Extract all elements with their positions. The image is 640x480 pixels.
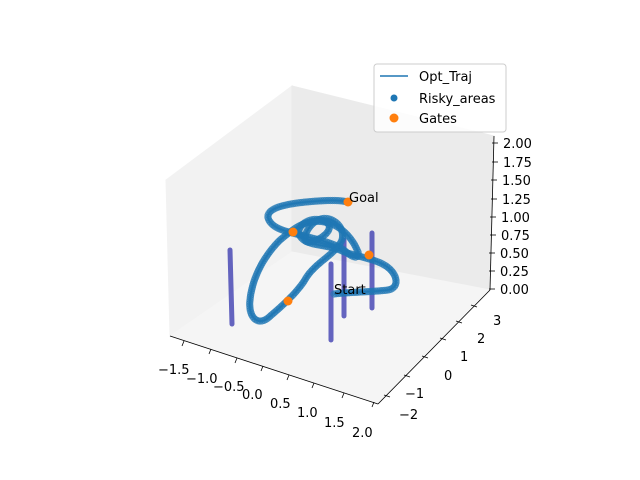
x-axis-line (169, 335, 379, 405)
tick-marks (181, 142, 498, 408)
goal-annotation: Goal (349, 191, 379, 206)
x-tick-mark (286, 374, 290, 381)
z-tick-label: 0.00 (500, 283, 529, 298)
x-tick-labels: −1.5 −1.0 −0.5 0.0 0.5 1.0 1.5 2.0 (158, 363, 373, 441)
x-tick-mark (341, 392, 345, 399)
x-tick-label: −1.5 (158, 363, 190, 378)
x-tick-label: 1.5 (324, 416, 345, 431)
x-tick-mark (260, 365, 264, 372)
y-tick-label: 3 (493, 314, 501, 329)
legend: Opt_Traj Risky_areas Gates (373, 63, 507, 133)
z-tick-label: 1.00 (501, 211, 530, 226)
legend-label-risky-areas: Risky_areas (419, 92, 496, 107)
y-tick-mark (403, 374, 411, 378)
gate-point (283, 296, 293, 306)
y-tick-label: −1 (405, 387, 424, 402)
y-tick-labels: −2 −1 0 1 2 3 (399, 314, 501, 423)
legend-label-gates: Gates (419, 112, 457, 127)
gates (283, 197, 374, 306)
x-tick-mark (234, 357, 238, 364)
z-tick-labels: 0.00 0.25 0.50 0.75 1.00 1.25 1.50 1.75 … (500, 137, 532, 298)
z-tick-label: 2.00 (503, 137, 532, 152)
z-tick-label: 1.50 (502, 174, 531, 189)
y-tick-mark (439, 337, 447, 341)
start-annotation: Start (334, 283, 366, 298)
legend-point-icon (389, 113, 399, 123)
z-tick-label: 1.25 (502, 193, 531, 208)
legend-label-opt-traj: Opt_Traj (419, 70, 472, 85)
x-tick-mark (181, 340, 185, 347)
x-tick-mark (208, 348, 212, 355)
opt-traj-line (248, 199, 397, 322)
legend-point-icon (390, 94, 398, 102)
x-tick-label: −0.5 (213, 380, 245, 395)
y-tick-mark (421, 355, 429, 359)
z-tick-label: 1.75 (503, 156, 532, 171)
x-tick-mark (311, 382, 315, 389)
y-tick-label: 0 (444, 369, 452, 384)
z-tick-label: 0.50 (500, 247, 529, 262)
y-tick-label: −2 (399, 408, 418, 423)
y-tick-label: 1 (460, 350, 468, 365)
y-axis-line (377, 289, 491, 405)
gate-point (364, 250, 374, 260)
y-tick-mark (383, 394, 391, 398)
x-tick-label: 2.0 (352, 426, 373, 441)
y-tick-mark (470, 304, 478, 308)
x-tick-label: −1.0 (186, 372, 218, 387)
y-tick-label: 2 (477, 332, 485, 347)
x-tick-mark (371, 401, 375, 408)
x-tick-label: 1.0 (297, 406, 318, 421)
legend-box (373, 63, 507, 133)
gate-point (288, 227, 298, 237)
risky-area-pillar (227, 247, 235, 327)
x-tick-label: 0.5 (270, 397, 291, 412)
z-tick-label: 0.25 (500, 265, 529, 280)
x-tick-label: 0.0 (242, 388, 263, 403)
z-tick-label: 0.75 (501, 229, 530, 244)
y-tick-mark (455, 320, 463, 324)
gate-point (343, 197, 353, 207)
